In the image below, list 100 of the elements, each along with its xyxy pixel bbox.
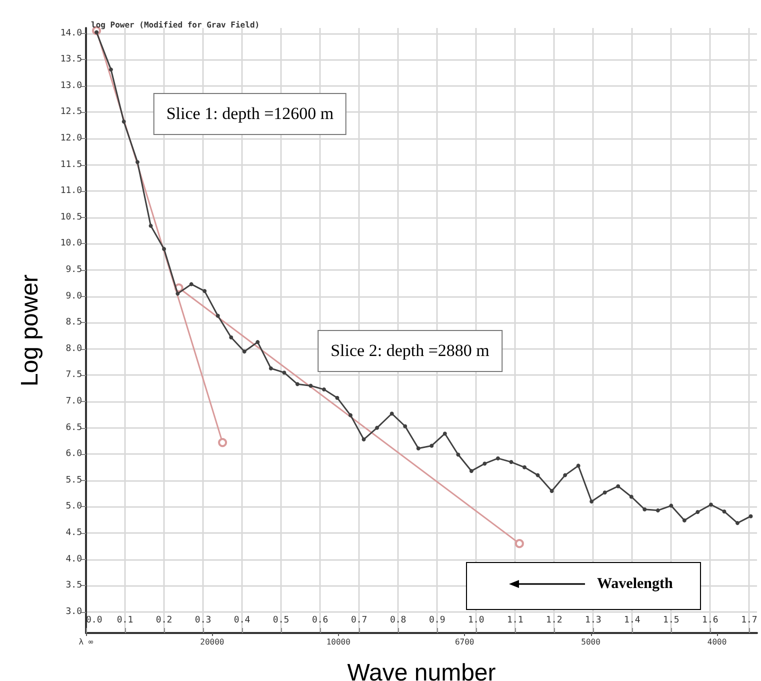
point bbox=[256, 340, 260, 344]
point bbox=[550, 488, 554, 493]
point bbox=[322, 387, 326, 392]
point bbox=[602, 490, 607, 495]
point bbox=[348, 413, 352, 418]
chart-title: log Power (Modified for Grav Field) bbox=[91, 20, 260, 30]
x-tick-label: 0.1 bbox=[116, 616, 134, 626]
point bbox=[416, 446, 420, 450]
x-tick-label: 1.0 bbox=[468, 616, 484, 626]
text: λ ∞ bbox=[78, 638, 94, 646]
x-tick-label: 1.4 bbox=[624, 616, 640, 626]
x-tick-label: 1.3 bbox=[585, 616, 602, 626]
point bbox=[229, 335, 234, 340]
point bbox=[735, 521, 740, 526]
point bbox=[522, 465, 526, 470]
point bbox=[482, 462, 487, 466]
x-tick-label: 0.0 bbox=[86, 616, 102, 626]
point bbox=[430, 444, 434, 448]
point bbox=[335, 396, 340, 400]
y-tick-label: 10.0 bbox=[60, 238, 82, 249]
point bbox=[108, 68, 113, 72]
annotation: Slice 2: depth =2880 m bbox=[318, 330, 502, 372]
x-tick-label: 0.8 bbox=[390, 616, 406, 626]
point bbox=[696, 510, 700, 514]
y-tick-label: 5.0 bbox=[66, 502, 82, 512]
point bbox=[629, 494, 634, 499]
point bbox=[590, 499, 594, 504]
y-tick-label: 12.0 bbox=[60, 133, 82, 144]
y-tick-label: 12.5 bbox=[60, 107, 82, 118]
x-tick-label: 1.5 bbox=[663, 616, 680, 626]
point bbox=[268, 366, 273, 370]
x-tick-label: 1.7 bbox=[741, 616, 758, 626]
point bbox=[390, 412, 394, 416]
y-tick-label: 9.5 bbox=[66, 265, 82, 275]
point bbox=[136, 160, 140, 164]
point bbox=[282, 370, 286, 375]
point bbox=[403, 424, 408, 428]
y-tick-label: 11.5 bbox=[60, 160, 82, 170]
point bbox=[295, 382, 300, 386]
y-tick-label: 13.5 bbox=[60, 54, 82, 65]
point bbox=[616, 484, 620, 488]
point bbox=[216, 314, 220, 318]
text: 5000 bbox=[581, 638, 601, 646]
y-tick-label: 7.0 bbox=[66, 396, 82, 407]
y-tick-label: 9.0 bbox=[66, 291, 82, 302]
text: 10000 bbox=[326, 638, 351, 646]
point bbox=[642, 507, 647, 512]
annotation: Wavelength bbox=[597, 576, 673, 593]
y-tick-label: 13.0 bbox=[60, 80, 82, 91]
y-axis-title: Log power bbox=[16, 274, 44, 387]
point bbox=[162, 246, 166, 251]
point bbox=[722, 509, 726, 514]
point bbox=[509, 460, 514, 464]
y-tick-label: 8.5 bbox=[66, 318, 82, 328]
x-tick-label: 0.6 bbox=[312, 616, 328, 626]
point bbox=[708, 502, 713, 507]
point bbox=[176, 292, 180, 296]
x-tick-label: 0.3 bbox=[194, 616, 212, 626]
annotation: Slice 1: depth =12600 m bbox=[153, 93, 347, 135]
point bbox=[218, 438, 228, 448]
y-tick-label: 8.0 bbox=[66, 344, 82, 354]
point bbox=[682, 518, 686, 522]
point bbox=[122, 120, 126, 124]
point bbox=[656, 508, 660, 512]
point bbox=[563, 473, 568, 478]
x-tick-label: 1.1 bbox=[506, 616, 524, 626]
y-tick-label: 4.5 bbox=[66, 528, 82, 538]
x-tick-label: 0.5 bbox=[272, 616, 290, 626]
x-tick-label: 0.2 bbox=[156, 616, 172, 626]
y-tick-label: 3.0 bbox=[66, 606, 82, 617]
x-tick-label: 0.7 bbox=[350, 616, 368, 626]
point bbox=[669, 504, 674, 508]
point bbox=[308, 384, 313, 388]
point bbox=[514, 539, 524, 548]
point bbox=[442, 432, 447, 436]
x-axis-title: Wave number bbox=[347, 660, 496, 681]
y-tick-label: 5.5 bbox=[66, 475, 82, 486]
y-tick-label: 4.0 bbox=[66, 554, 82, 564]
point bbox=[748, 514, 753, 518]
point bbox=[456, 452, 460, 457]
point bbox=[148, 224, 153, 228]
x-tick-label: 0.9 bbox=[428, 616, 446, 626]
y-tick-label: 10.5 bbox=[60, 212, 82, 222]
text: 6700 bbox=[454, 638, 474, 646]
y-tick-label: 6.5 bbox=[66, 422, 82, 433]
point bbox=[189, 282, 194, 286]
point bbox=[242, 350, 246, 354]
point bbox=[375, 426, 380, 430]
point bbox=[362, 437, 366, 442]
point bbox=[202, 289, 207, 294]
wavelength-note: Wavelength bbox=[466, 562, 701, 610]
point bbox=[469, 468, 474, 473]
y-tick-label: 3.5 bbox=[66, 580, 82, 591]
x-tick-label: 1.2 bbox=[546, 616, 562, 626]
y-tick-label: 11.0 bbox=[60, 186, 82, 196]
point bbox=[576, 464, 580, 468]
y-tick-label: 6.0 bbox=[66, 449, 82, 460]
x-tick-label: 0.4 bbox=[234, 616, 250, 626]
point bbox=[496, 456, 500, 460]
text: 4000 bbox=[707, 638, 727, 646]
